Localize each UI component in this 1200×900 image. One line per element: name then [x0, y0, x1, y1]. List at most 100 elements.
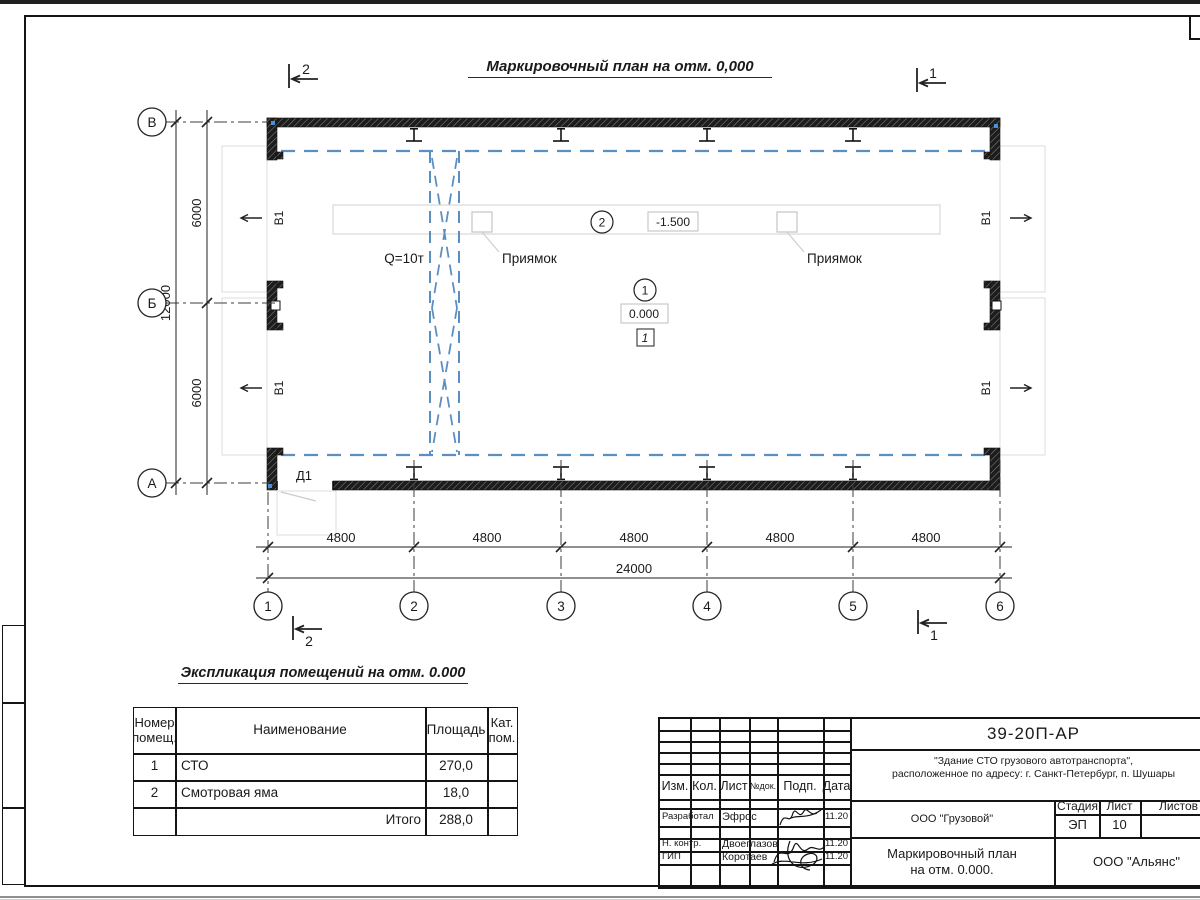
dim-ticks — [170, 116, 1006, 584]
pit-label-right: Приямок — [807, 251, 862, 266]
section-label: 2 — [305, 633, 313, 649]
axis-label: 1 — [264, 599, 272, 614]
drawing-name-line2: на отм. 0.000. — [910, 862, 994, 878]
col-header-cat: Кат. пом. — [488, 715, 516, 745]
frame-side-box-2 — [2, 703, 25, 808]
floor-plan: 4800 4800 4800 4800 4800 24000 6000 6000… — [137, 61, 1046, 649]
axis-label: 6 — [996, 599, 1004, 614]
table-cell: 270,0 — [439, 758, 473, 774]
vent-label: В1 — [979, 380, 993, 395]
room-tag-label: 2 — [599, 216, 606, 230]
stamp-name: Двоеглазов — [722, 837, 778, 850]
dim-text: 4800 — [620, 530, 649, 545]
stamp-header-podp: Подп. — [783, 778, 817, 793]
louver-panels — [221, 145, 1046, 456]
dimension-lines — [170, 110, 1012, 584]
section-marker-labels: 2 1 2 1 — [302, 61, 938, 649]
axis-bubble-labels: В Б А 1 2 3 4 5 6 — [147, 115, 1003, 614]
stamp-header-data: Дата — [822, 778, 851, 793]
table-cell: 18,0 — [442, 785, 470, 801]
stage-value: ЭП — [1068, 817, 1087, 833]
pit-label-left: Приямок — [502, 251, 557, 266]
project-name: "Здание СТО грузового автотранспорта", р… — [850, 755, 1200, 781]
vent-label: В1 — [272, 210, 286, 225]
stamp-role: ГИП — [662, 851, 681, 863]
level-marks: -1.500 0.000 1 — [620, 211, 699, 347]
vent-label: В1 — [272, 380, 286, 395]
total-label: Итого — [385, 811, 421, 827]
dim-text: 4800 — [912, 530, 941, 545]
table-cell: СТО — [181, 758, 209, 774]
project-name-line2: расположенное по адресу: г. Санкт-Петерб… — [892, 768, 1175, 781]
stamp-role: Разработал — [662, 810, 714, 822]
vent-label: В1 — [979, 210, 993, 225]
dim-text: 6000 — [189, 379, 204, 408]
signature-2 — [770, 840, 826, 871]
table-cell: 1 — [150, 758, 159, 774]
axis-label: 2 — [410, 599, 418, 614]
frame-side-box-3 — [2, 808, 25, 885]
dim-text: 6000 — [189, 199, 204, 228]
door-label: Д1 — [296, 468, 312, 483]
level-zero-value: 0.000 — [629, 307, 659, 321]
sheet-number: 10 — [1112, 817, 1127, 833]
axis-label: В — [147, 115, 156, 130]
col-header-num: Номер помещ. — [132, 715, 177, 745]
frame-side-box-1 — [2, 625, 25, 703]
inspection-pit-outline — [276, 204, 941, 536]
dim-text-total: 24000 — [616, 561, 652, 576]
axis-label: 5 — [849, 599, 857, 614]
axis-lines — [166, 121, 1001, 592]
axis-label: 3 — [557, 599, 565, 614]
screen-top-bar — [0, 0, 1200, 4]
door-jambs — [276, 481, 334, 490]
drawing-name: Маркировочный план на отм. 0.000. — [850, 846, 1054, 879]
drawing-name-line1: Маркировочный план — [887, 846, 1017, 861]
sheet-label: Лист — [1106, 799, 1133, 814]
client-name: ООО "Грузовой" — [910, 813, 994, 826]
frame-corner-box — [1189, 15, 1200, 40]
signature-1 — [779, 809, 822, 826]
crane-zone — [281, 149, 995, 457]
vent-labels: В1 В1 В1 В1 — [272, 210, 993, 395]
doc-code: 39-20П-АР — [986, 723, 1081, 743]
dim-text: 4800 — [473, 530, 502, 545]
explication-table: Номер помещ. Наименование Площадь Кат. п… — [132, 707, 518, 836]
section-label: 1 — [930, 627, 938, 643]
vent-arrows — [239, 213, 1033, 393]
axis-label: А — [147, 476, 156, 491]
stamp-header-list: Лист — [720, 778, 748, 793]
col-header-area: Площадь — [426, 722, 486, 738]
section-label: 2 — [302, 61, 310, 77]
section-markers — [288, 64, 947, 640]
stamp-name: Эфрос — [722, 810, 757, 823]
table-cell: Смотровая яма — [181, 785, 279, 801]
plan-title: Маркировочный план на отм. 0,000 — [468, 58, 772, 78]
wall-notches — [270, 300, 1002, 311]
stamp-header-doc: №док. — [749, 780, 777, 791]
project-name-line1: "Здание СТО грузового автотранспорта", — [933, 755, 1134, 767]
company-name: ООО "Альянс" — [1093, 853, 1180, 869]
level-pit-value: -1.500 — [656, 215, 690, 229]
total-area: 288,0 — [439, 811, 473, 827]
section-label: 1 — [929, 65, 937, 81]
stamp-date: 11.20 — [824, 810, 849, 822]
dimension-texts: 4800 4800 4800 4800 4800 24000 6000 6000… — [158, 199, 940, 576]
axis-label: 4 — [703, 599, 711, 614]
explication-title: Экспликация помещений на отм. 0.000 — [178, 665, 468, 684]
room-tag-label: 1 — [642, 284, 649, 298]
sheet-frame — [24, 15, 1200, 887]
sheet-bottom-edge — [0, 896, 1200, 898]
snap-dots — [268, 121, 998, 488]
crane-capacity-label: Q=10т — [384, 251, 424, 266]
stage-label: Стадия — [1057, 799, 1098, 814]
dim-text: 4800 — [327, 530, 356, 545]
stamp-role: Н. контр. — [662, 838, 702, 850]
stamp-header-kol: Кол. — [692, 778, 717, 793]
stamp-date: 11.20 — [824, 851, 849, 863]
floor-type-value: 1 — [642, 331, 649, 345]
room-tags: 2 1 — [590, 210, 657, 302]
stamp-date: 11.20 — [824, 838, 849, 850]
table-cell: 2 — [150, 785, 159, 801]
